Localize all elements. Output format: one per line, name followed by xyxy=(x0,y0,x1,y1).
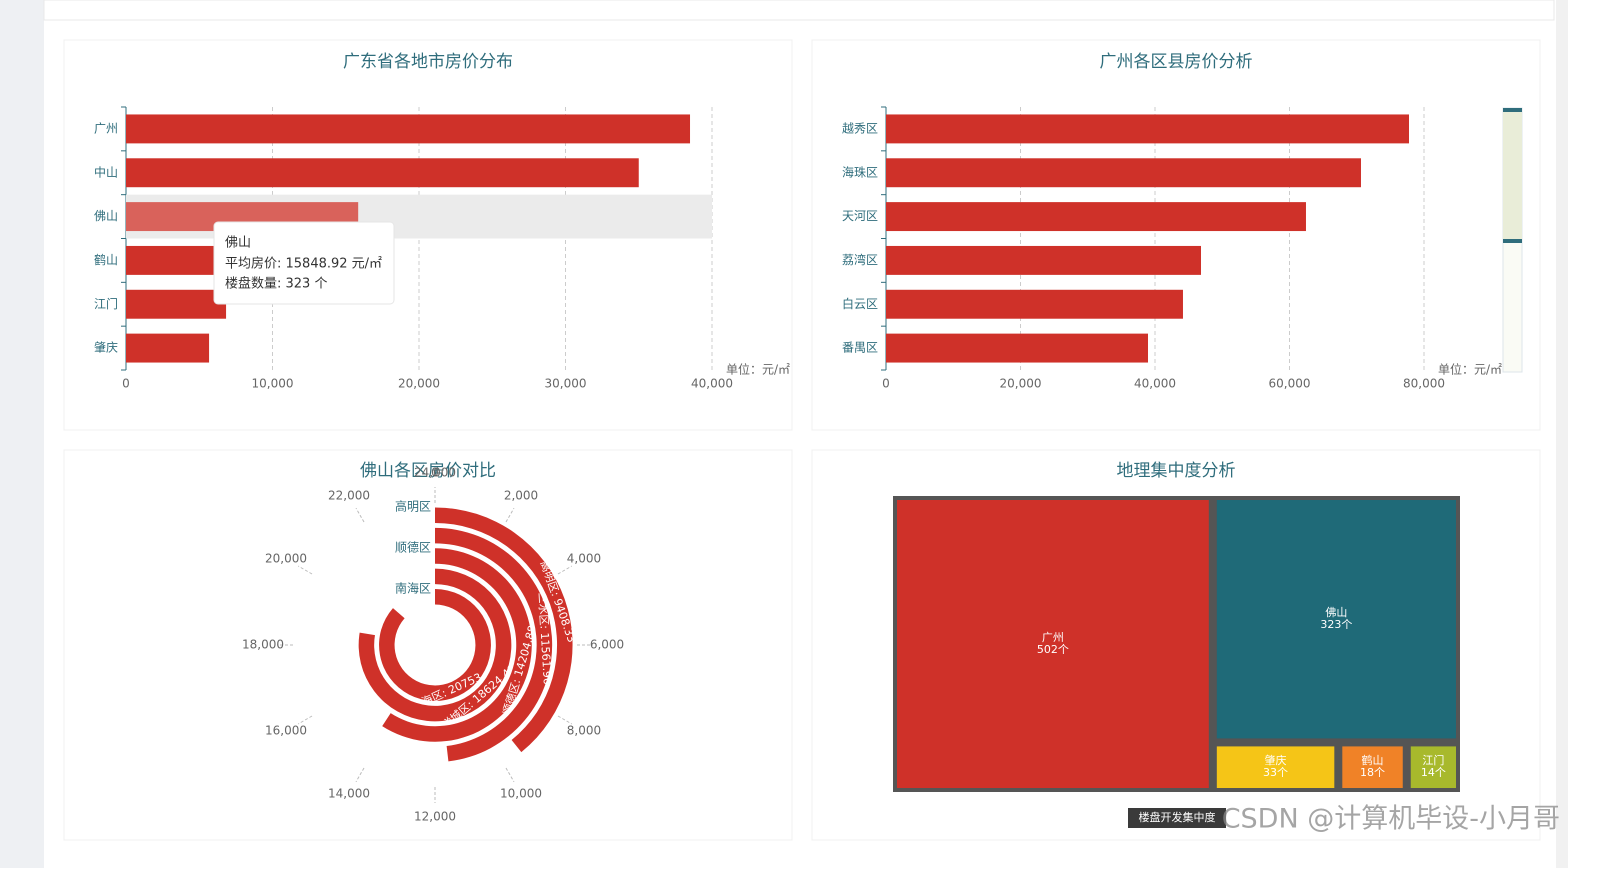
cell-name: 广州 xyxy=(1042,631,1064,644)
angle-tick xyxy=(557,715,573,725)
x-tick-label: 30,000 xyxy=(545,377,587,391)
unit-label: 单位：元/㎡ xyxy=(1438,362,1502,377)
angle-tick xyxy=(355,767,365,783)
angle-tick xyxy=(505,507,515,523)
zoom-handle[interactable] xyxy=(1503,108,1522,112)
tooltip-line: 平均房价: 15848.92 元/㎡ xyxy=(225,256,382,272)
polar-bar xyxy=(435,507,573,753)
panel xyxy=(63,449,793,841)
unit-label: 单位：元/㎡ xyxy=(726,362,790,377)
angle-tick-label: 2,000 xyxy=(504,489,538,503)
cell-name: 江门 xyxy=(1422,753,1444,767)
bar xyxy=(126,333,210,363)
angle-tick-label: 6,000 xyxy=(590,638,624,652)
y-tick-label: 广州 xyxy=(94,121,118,135)
cell-name: 肇庆 xyxy=(1265,753,1287,767)
tooltip-title: 佛山 xyxy=(225,236,251,251)
y-tick-label: 肇庆 xyxy=(94,340,118,355)
x-tick-label: 40,000 xyxy=(1134,377,1176,391)
tooltip-box xyxy=(213,221,395,305)
angle-tick-label: 8,000 xyxy=(567,724,601,738)
bar xyxy=(126,289,227,319)
treemap-cell[interactable] xyxy=(1216,746,1335,788)
radius-label: 南海区 xyxy=(395,580,431,595)
cell-value: 18个 xyxy=(1360,766,1385,779)
y-tick-label: 白云区 xyxy=(842,296,878,311)
x-tick-label: 40,000 xyxy=(691,377,733,391)
treemap-cell[interactable] xyxy=(1216,500,1456,739)
y-tick-label: 鹤山 xyxy=(94,252,118,267)
breadcrumb-label: 楼盘开发集中度 xyxy=(1139,810,1216,824)
treemap-cell[interactable] xyxy=(1342,746,1403,788)
polar-bar xyxy=(435,527,553,762)
breadcrumb[interactable] xyxy=(1128,808,1226,828)
angle-tick xyxy=(505,767,515,783)
angle-tick-label: 18,000 xyxy=(242,638,284,652)
radius-label: 高明区 xyxy=(395,499,431,514)
top-card xyxy=(43,0,1555,21)
chart-title: 佛山各区房价对比 xyxy=(360,461,496,481)
tooltip-line: 楼盘数量: 323 个 xyxy=(225,276,327,292)
angle-tick-label: 10,000 xyxy=(500,786,542,800)
scrollbar xyxy=(1556,0,1568,868)
angle-tick xyxy=(557,565,573,575)
cell-value: 323个 xyxy=(1320,618,1352,631)
bar xyxy=(886,333,1149,363)
y-tick-label: 番禺区 xyxy=(842,341,878,355)
chart-title: 地理集中度分析 xyxy=(1117,461,1236,481)
x-tick-label: 0 xyxy=(122,377,130,391)
cell-value: 502个 xyxy=(1037,643,1069,656)
treemap-cell[interactable] xyxy=(897,500,1209,788)
watermark: CSDN @计算机毕设-小月哥 xyxy=(1222,804,1560,835)
y-tick-label: 中山 xyxy=(94,164,118,179)
bar xyxy=(886,245,1201,275)
cell-value: 33个 xyxy=(1263,766,1288,779)
angle-tick-label: 0 xyxy=(431,466,439,480)
angle-tick xyxy=(355,507,365,523)
bar xyxy=(886,289,1183,319)
x-tick-label: 20,000 xyxy=(398,377,440,391)
sidebar-edge xyxy=(0,0,44,868)
angle-tick-label: 20,000 xyxy=(265,552,307,566)
angle-tick-label: 14,000 xyxy=(328,786,370,800)
x-tick-label: 60,000 xyxy=(1269,377,1311,391)
treemap-cell[interactable] xyxy=(1410,746,1456,788)
panel xyxy=(811,39,1541,431)
chart-title: 广东省各地市房价分布 xyxy=(343,52,513,72)
angle-tick-label: 24,000 xyxy=(414,466,456,480)
angle-tick xyxy=(297,565,313,575)
y-tick-label: 佛山 xyxy=(94,209,118,223)
x-tick-label: 0 xyxy=(882,377,890,391)
polar-bar xyxy=(382,548,532,742)
x-tick-label: 20,000 xyxy=(1000,377,1042,391)
angle-tick-label: 12,000 xyxy=(414,810,456,824)
x-tick-label: 10,000 xyxy=(252,377,294,391)
zoom-window[interactable] xyxy=(1503,110,1522,241)
bar xyxy=(886,114,1410,144)
angle-tick-label: 22,000 xyxy=(328,489,370,503)
cell-name: 鹤山 xyxy=(1362,753,1384,767)
y-tick-label: 天河区 xyxy=(842,209,878,223)
bar xyxy=(126,158,639,188)
bar xyxy=(886,158,1361,188)
y-tick-label: 荔湾区 xyxy=(842,252,878,267)
cell-value: 14个 xyxy=(1421,766,1446,779)
y-tick-label: 海珠区 xyxy=(842,164,878,179)
bar xyxy=(886,202,1306,232)
y-tick-label: 越秀区 xyxy=(842,121,878,135)
x-tick-label: 80,000 xyxy=(1403,377,1445,391)
data-label: 三水区: 11561.90 xyxy=(536,592,554,685)
y-tick-label: 江门 xyxy=(94,296,118,311)
radius-label: 顺德区 xyxy=(395,540,431,555)
angle-tick-label: 4,000 xyxy=(567,552,601,566)
chart-title: 广州各区县房价分析 xyxy=(1100,52,1253,72)
cell-name: 佛山 xyxy=(1325,606,1347,619)
angle-tick xyxy=(297,715,313,725)
angle-tick-label: 16,000 xyxy=(265,724,307,738)
bar xyxy=(126,114,691,144)
zoom-handle[interactable] xyxy=(1503,239,1522,243)
